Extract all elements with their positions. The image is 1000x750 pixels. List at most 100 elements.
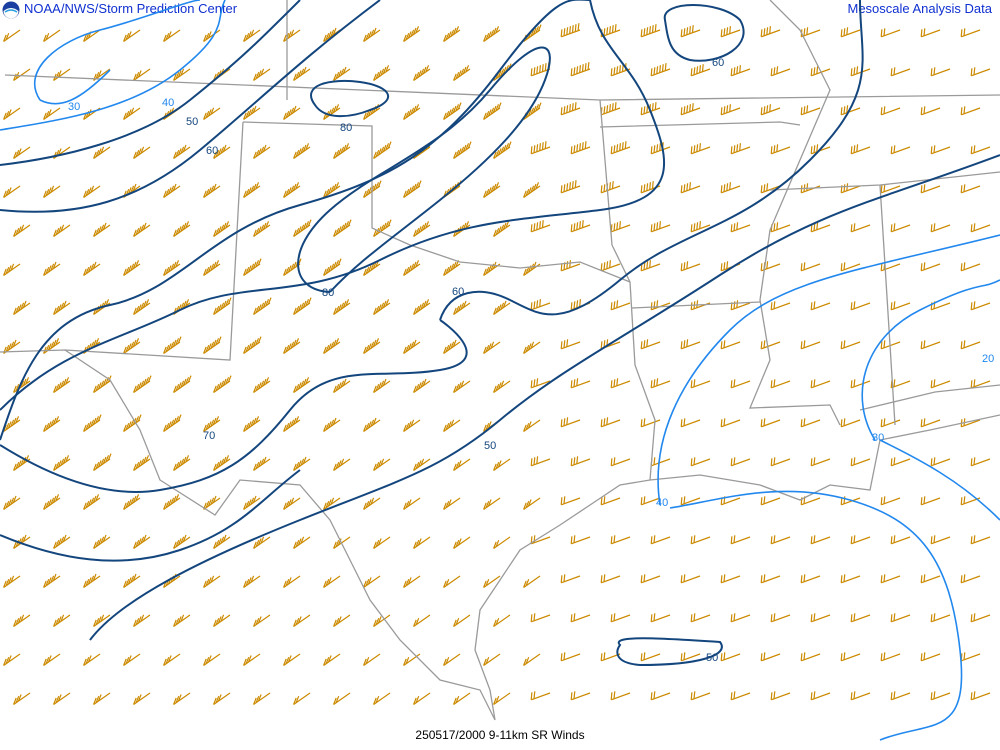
wind-barb [483,102,502,120]
wind-barb [523,419,541,432]
wind-barb [53,534,71,549]
wind-barb [890,535,911,545]
wind-barb [213,375,232,393]
wind-barb [203,260,221,276]
wind-barb [730,143,751,155]
isotach-80-tongue [297,46,551,293]
isotach-40-sw [0,469,301,562]
wind-barb [880,28,901,38]
wind-barb [443,260,461,276]
wind-barb [403,575,421,588]
wind-barb [960,262,981,272]
wind-barb [53,377,71,393]
wind-barb [283,338,301,354]
wind-barb [730,65,751,77]
wind-barb [83,653,101,666]
isotachs-strong [0,0,1000,667]
wind-barb [173,455,191,471]
wind-barb [493,141,512,159]
border-line [599,121,801,128]
wind-barb [213,144,231,159]
wind-barb [163,494,181,510]
wind-barb [570,62,591,77]
wind-barb [403,104,421,120]
wind-barb [560,180,581,194]
wind-barb [840,183,861,194]
wind-barb [730,691,751,701]
wind-barb [53,300,71,315]
wind-barb [600,24,621,38]
wind-barb [483,497,501,510]
wind-barb [850,379,871,389]
wind-barb [413,614,431,627]
wind-barb [203,336,222,354]
wind-barb [690,691,711,701]
wind-barb [323,104,341,120]
wind-barb [443,102,462,120]
wind-barb [413,221,431,237]
wind-barb [293,692,311,705]
wind-barb [680,25,701,38]
wind-barb [890,691,911,701]
wind-barb [800,105,821,116]
wind-barb [3,263,21,276]
wind-barb [600,417,621,428]
wind-barb [243,105,261,120]
wind-barb [203,183,221,198]
wind-barb [283,29,301,42]
wind-barb [323,338,341,354]
wind-barb [293,219,312,237]
wind-barb [173,534,191,549]
wind-barb [483,261,501,276]
wind-barb [850,457,871,467]
wind-barb [493,614,511,627]
wind-barb [243,182,261,198]
wind-barb [810,144,831,155]
wind-barb [610,221,631,233]
border-line [749,0,841,426]
wind-barb [453,692,471,705]
contour-label: 60 [712,57,724,69]
wind-barb [133,375,152,393]
wind-barb [970,301,991,311]
wind-barb [570,299,591,311]
wind-barb [610,63,631,77]
wind-barb [880,496,901,506]
wind-barb [523,341,541,354]
wind-barb [483,653,501,666]
wind-barb [253,377,271,393]
wind-barb [3,339,21,354]
wind-barb [720,104,741,116]
wind-barb [970,379,991,389]
wind-barb [203,416,221,432]
wind-barb [960,340,981,350]
wind-barb [443,653,461,666]
wind-barb [720,418,741,428]
wind-barb [243,495,261,510]
wind-barb [850,144,871,155]
wind-barb [530,691,551,701]
wind-barb [570,613,591,623]
wind-barb [650,142,671,155]
wind-barb [413,458,431,471]
contour-label: 50 [186,116,198,128]
wind-barb [243,575,261,588]
wind-barb [363,260,381,276]
wind-barb [920,340,941,350]
wind-barb [530,299,551,311]
wind-barb [770,222,791,233]
wind-barb [443,419,461,432]
wind-barb [840,652,861,662]
wind-barb [850,223,871,233]
wind-barb [640,574,661,584]
wind-barb [770,613,791,623]
wind-barb [293,297,312,315]
wind-barb [800,340,821,350]
wind-barb [680,182,701,194]
wind-barb [293,377,311,393]
wind-barb [93,68,111,81]
wind-barb [333,219,352,237]
wind-barb [163,414,182,432]
wind-barb [690,379,711,389]
